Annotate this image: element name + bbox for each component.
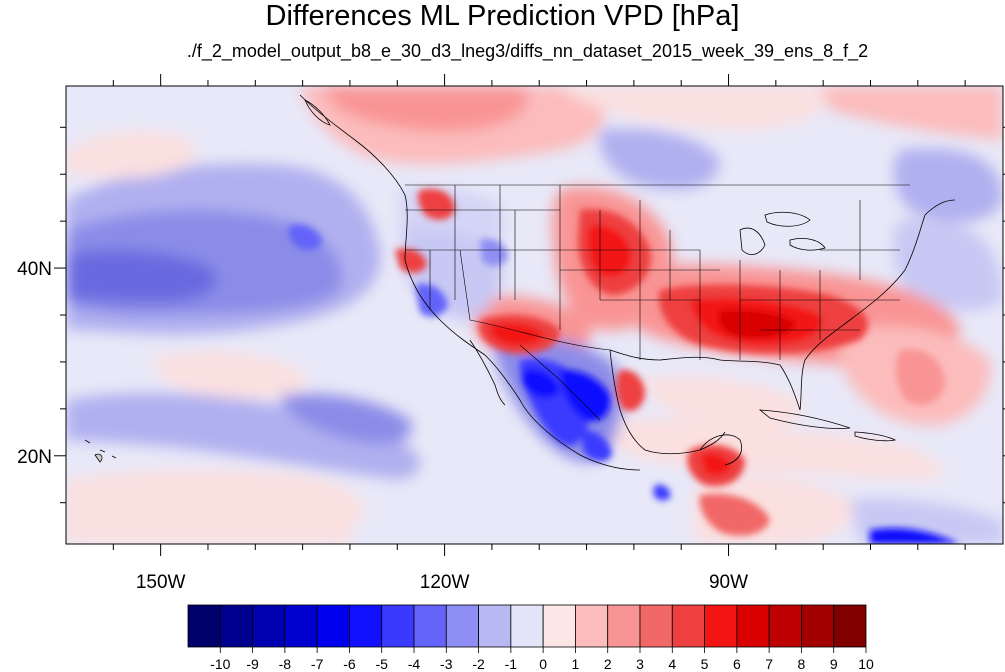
colorbar-label: -1 [505,656,518,672]
x-tick-label: 90W [709,572,748,593]
colorbar-swatch [413,604,447,648]
colorbar-label: 4 [668,656,676,672]
colorbar-label: 8 [798,656,806,672]
x-tick-label: 120W [420,572,470,593]
field-strong-cores [288,188,960,544]
colorbar-swatch [671,604,705,648]
colorbar-swatch [736,604,770,648]
map-field [66,86,1003,544]
colorbar-swatch [284,604,318,648]
colorbar-swatch [316,604,350,648]
colorbar-label: 2 [604,656,612,672]
colorbar-label: -7 [311,656,324,672]
coastlines [84,94,956,471]
colorbar-label: -5 [375,656,388,672]
colorbar-swatch [187,604,221,648]
colorbar-swatch [639,604,673,648]
colorbar-label: 3 [636,656,644,672]
colorbar-swatch [833,604,867,648]
colorbar-label: 6 [733,656,741,672]
y-tick-label: 20N [17,447,52,468]
colorbar-label: 1 [572,656,580,672]
colorbar-swatch [445,604,479,648]
colorbar-swatch [704,604,738,648]
colorbar-swatch [768,604,802,648]
colorbar-label: -2 [472,656,485,672]
colorbar-swatch [381,604,415,648]
colorbar-label: -8 [279,656,292,672]
colorbar-label: 7 [765,656,773,672]
colorbar-label: -6 [343,656,356,672]
colorbar-label: -10 [210,656,230,672]
colorbar-swatch [607,604,641,648]
colorbar-label: 0 [539,656,547,672]
state-borders [405,184,910,421]
chart-title: Differences ML Prediction VPD [hPa] [265,0,740,32]
colorbar-label: -9 [246,656,259,672]
colorbar: -10 -9 -8 -7 -6 -5 -4 -3 -2 -1 0 1 2 3 4 5 6 7 8 9 10 [187,604,874,672]
chart-subtitle: ./f_2_model_output_b8_e_30_d3_lneg3/diff… [186,41,869,61]
colorbar-label: 9 [830,656,838,672]
colorbar-swatch [349,604,383,648]
colorbar-swatch [252,604,286,648]
colorbar-label: 5 [701,656,709,672]
y-tick-label: 40N [17,259,52,280]
colorbar-swatch [801,604,835,648]
colorbar-swatch [575,604,609,648]
colorbar-swatch [510,604,544,648]
colorbar-swatch [542,604,576,648]
colorbar-label: 10 [858,656,874,672]
axes: 150W 120W 90W 40N 20N [17,74,1005,593]
colorbar-swatch [219,604,253,648]
colorbar-swatch [478,604,512,648]
x-tick-label: 150W [136,572,186,593]
colorbar-label: -4 [408,656,421,672]
colorbar-label: -3 [440,656,453,672]
